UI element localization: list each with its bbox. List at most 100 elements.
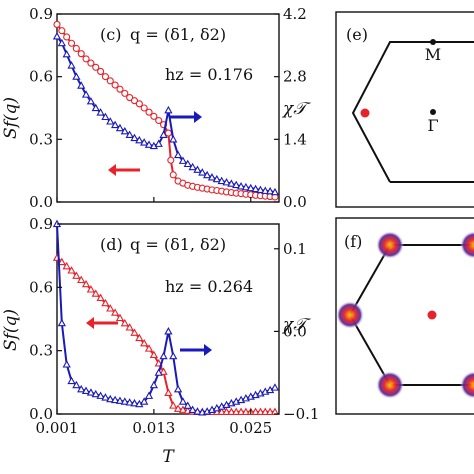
panel-d-label: (d) bbox=[100, 235, 123, 254]
data-point bbox=[91, 103, 100, 112]
panel-d-ylabel-left: Sf(q) bbox=[1, 309, 21, 351]
data-point bbox=[63, 33, 71, 41]
data-point bbox=[164, 129, 172, 137]
data-point bbox=[217, 407, 226, 415]
data-point bbox=[164, 105, 173, 114]
data-point bbox=[57, 318, 66, 327]
data-point bbox=[121, 89, 129, 97]
panel-f-frame bbox=[335, 217, 474, 415]
data-point bbox=[261, 407, 270, 415]
data-point bbox=[72, 72, 81, 80]
data-point bbox=[130, 328, 139, 336]
data-point bbox=[120, 318, 129, 327]
data-point bbox=[193, 407, 202, 415]
data-point bbox=[154, 139, 163, 147]
data-point bbox=[130, 133, 139, 142]
panel-c-q-text: q = (δ1, δ2) bbox=[130, 25, 226, 44]
data-point bbox=[193, 165, 202, 173]
series-line bbox=[56, 35, 276, 194]
structure-factor-peak bbox=[460, 231, 474, 259]
left-tick-label: 0.0 bbox=[29, 193, 53, 211]
data-point bbox=[72, 44, 80, 53]
data-point bbox=[241, 407, 251, 415]
panel-d-x-ticks: 0.001 0.013 0.025 bbox=[36, 409, 272, 437]
data-point bbox=[115, 123, 125, 132]
data-point bbox=[159, 130, 168, 138]
data-point bbox=[110, 120, 120, 129]
data-point bbox=[58, 27, 66, 35]
data-point bbox=[110, 308, 120, 316]
data-point bbox=[173, 404, 183, 412]
m-point-label: M bbox=[425, 45, 441, 64]
left-tick-label: 0.3 bbox=[29, 342, 53, 360]
data-point bbox=[86, 96, 96, 105]
data-point bbox=[251, 407, 260, 415]
data-point bbox=[241, 182, 251, 191]
data-point bbox=[183, 159, 192, 168]
data-point bbox=[96, 108, 105, 116]
panel-d-field-text: hz = 0.264 bbox=[165, 277, 253, 296]
data-point bbox=[77, 81, 86, 89]
data-point bbox=[236, 182, 246, 190]
left-tick-label: 0.9 bbox=[29, 5, 53, 23]
data-point bbox=[188, 162, 197, 171]
data-point bbox=[265, 407, 275, 415]
panel-d-ylabel-right: χ𝒯 bbox=[282, 315, 311, 335]
data-point bbox=[178, 156, 188, 164]
data-point bbox=[140, 397, 149, 405]
data-point bbox=[178, 405, 188, 413]
panel-c-frame bbox=[56, 13, 280, 203]
data-point bbox=[159, 351, 168, 360]
data-point bbox=[227, 407, 236, 415]
brillouin-zone-edge-f bbox=[348, 244, 474, 386]
data-point bbox=[169, 171, 177, 179]
data-point bbox=[115, 396, 125, 404]
data-point bbox=[120, 126, 129, 135]
panel-e: (e) M Γ bbox=[335, 11, 474, 208]
data-point bbox=[106, 117, 115, 125]
data-point bbox=[217, 176, 226, 185]
gamma-point-label: Γ bbox=[427, 116, 438, 135]
data-point bbox=[57, 257, 66, 266]
data-point bbox=[87, 59, 95, 67]
data-point bbox=[126, 94, 134, 102]
data-point bbox=[164, 388, 173, 396]
data-point bbox=[203, 170, 212, 179]
data-point bbox=[106, 394, 115, 403]
panel-c-right-ticks: 0.0 1.4 2.8 4.2 bbox=[274, 5, 307, 211]
data-point bbox=[178, 397, 188, 405]
panel-d-left-ticks: 0.0 0.3 0.6 0.9 bbox=[29, 215, 62, 423]
right-tick-label: 4.2 bbox=[283, 5, 307, 23]
data-point bbox=[167, 156, 175, 164]
gamma-point-marker bbox=[430, 109, 436, 115]
data-point bbox=[130, 398, 139, 407]
data-point bbox=[149, 380, 159, 389]
data-point bbox=[92, 63, 100, 71]
panel-d-plot bbox=[52, 219, 280, 416]
data-point bbox=[106, 77, 114, 85]
data-point bbox=[169, 401, 178, 409]
data-point bbox=[62, 261, 71, 270]
structure-factor-peak bbox=[376, 371, 404, 399]
data-point bbox=[207, 173, 217, 181]
data-point bbox=[52, 32, 62, 40]
data-point bbox=[145, 108, 153, 116]
ordering-vector-marker bbox=[360, 108, 370, 118]
brillouin-zone-edge bbox=[351, 41, 474, 183]
panel-c-x-ticks bbox=[56, 197, 252, 202]
data-point bbox=[86, 285, 96, 293]
panel-d-frame bbox=[56, 223, 280, 415]
direction-arrowhead bbox=[194, 111, 202, 123]
x-tick-label: 0.025 bbox=[229, 419, 272, 437]
data-point bbox=[91, 289, 100, 297]
data-point bbox=[125, 398, 134, 406]
data-point bbox=[212, 174, 221, 183]
data-point bbox=[67, 376, 76, 385]
x-tick-label: 0.013 bbox=[132, 419, 175, 437]
data-point bbox=[101, 73, 109, 81]
data-point bbox=[67, 266, 76, 274]
data-point bbox=[232, 407, 241, 415]
data-point bbox=[144, 391, 154, 399]
data-point bbox=[77, 384, 86, 393]
data-point bbox=[164, 327, 173, 335]
